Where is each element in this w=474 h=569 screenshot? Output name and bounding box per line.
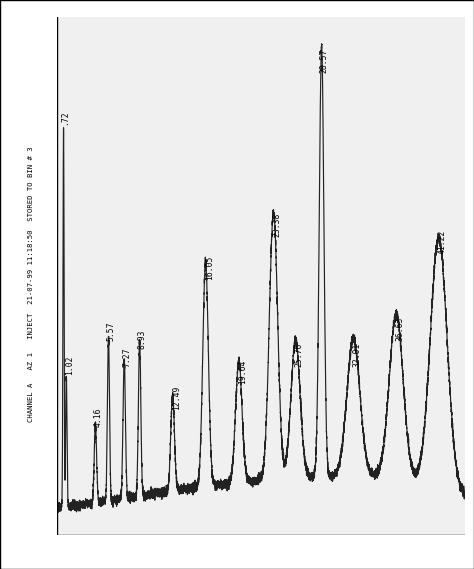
Text: 7.27: 7.27 — [122, 347, 131, 366]
Text: CHANNEL A   AZ 1   INJECT  21-07-99 11:18:50  STORED TO BIN # 3: CHANNEL A AZ 1 INJECT 21-07-99 11:18:50 … — [28, 147, 34, 422]
Text: 25.76: 25.76 — [295, 342, 304, 366]
Text: .72: .72 — [61, 110, 69, 125]
Text: 8.93: 8.93 — [138, 330, 147, 349]
Text: 28.57: 28.57 — [320, 49, 329, 73]
Text: 19.64: 19.64 — [238, 360, 247, 384]
Text: 5.57: 5.57 — [107, 321, 116, 341]
Text: 36.63: 36.63 — [395, 316, 404, 341]
Text: 1.02: 1.02 — [64, 356, 73, 375]
Text: 32.01: 32.01 — [353, 342, 362, 366]
Text: 23.38: 23.38 — [273, 213, 282, 237]
Text: 4.16: 4.16 — [94, 407, 103, 427]
Text: 16.05: 16.05 — [205, 256, 214, 281]
Text: 41.22: 41.22 — [438, 230, 447, 254]
Text: 12.49: 12.49 — [172, 385, 181, 410]
